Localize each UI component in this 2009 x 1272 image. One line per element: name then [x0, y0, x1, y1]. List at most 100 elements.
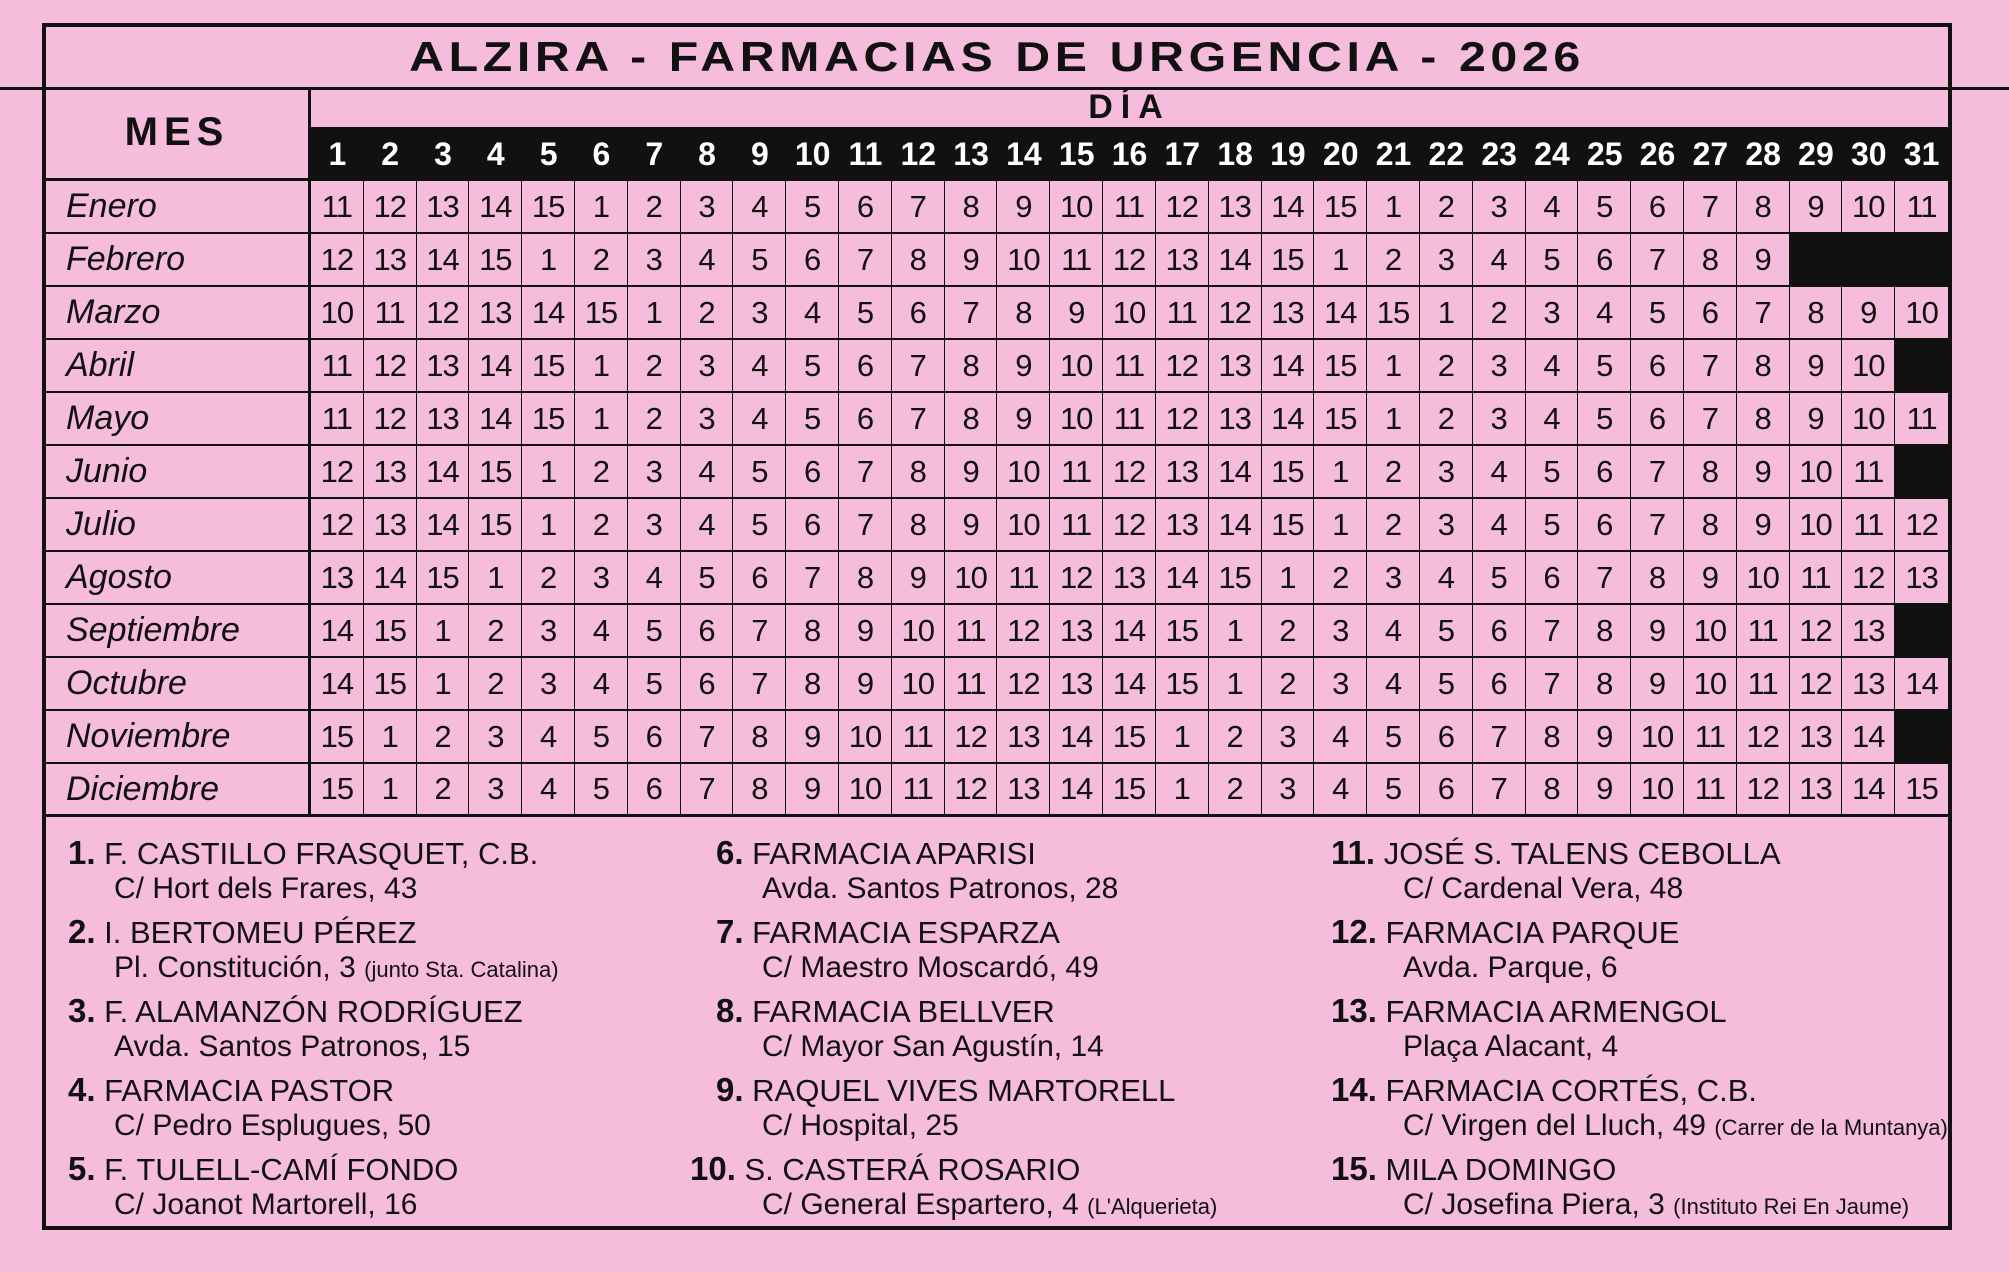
day-number: 10: [794, 135, 831, 172]
pharmacy-number-cell: 10: [1050, 393, 1104, 444]
pharmacy-number-cell: 9: [1790, 393, 1843, 444]
pharmacy-number-cell: 5: [733, 234, 787, 285]
calendar-card: ALZIRA - FARMACIAS DE URGENCIA - 2026 ME…: [0, 23, 2009, 1230]
pharmacy-number-cell: 2: [1367, 446, 1420, 497]
pharmacy-number-cell: 2: [417, 764, 470, 814]
pharmacy-number-cell: 14: [1262, 340, 1315, 391]
pharmacy-number-cell: 7: [1473, 711, 1526, 762]
pharmacy-number: 6.: [716, 834, 744, 871]
pharmacy-number-cell: 9: [997, 181, 1051, 232]
pharmacy-number-cell: 2: [1314, 552, 1368, 603]
pharmacy-number-cell: 7: [839, 499, 892, 550]
pharmacy-number-cell: 3: [1314, 605, 1368, 656]
pharmacy-number-cell: 15: [1314, 181, 1368, 232]
pharmacy-number-cell: 11: [1842, 499, 1896, 550]
pharmacy-number-cell: 1: [1367, 393, 1420, 444]
pharmacy-number-cell: 13: [1905, 559, 1938, 595]
pharmacy-number-cell: 5: [839, 287, 892, 338]
pharmacy-name-line: 2. I. BERTOMEU PÉREZ: [68, 913, 559, 951]
pharmacy-number-cell: 2: [1367, 234, 1420, 285]
pharmacy-number-cell: 1: [1420, 287, 1473, 338]
pharmacy-number-cell: 9: [997, 393, 1051, 444]
month-row: Agosto 13 14 15 1 2 3 4 5 6 7 8 9 10 11 12 13 14 15 1 2 3 4 5 6 7…: [46, 552, 1948, 605]
pharmacy-number-cell: 5: [1526, 234, 1579, 285]
pharmacy-address: C/ Virgen del Lluch, 49: [1403, 1109, 1706, 1142]
month-row: Enero 11 12 13 14 15 1 2 3 4 5 6 7 8 9 10 11 12 13 14 15 1 2 3 4…: [46, 181, 1948, 234]
pharmacy-entry: 9. RAQUEL VIVES MARTORELL C/ Hospital, 25: [716, 1071, 1217, 1150]
pharmacy-number-cell: 10: [1050, 181, 1104, 232]
pharmacy-address-line: Plaça Alacant, 4: [1357, 1030, 1948, 1064]
pharmacy-number-cell: 10: [1842, 393, 1896, 444]
pharmacy-number-cell: 4: [1526, 181, 1579, 232]
nonexistent-day-cell: [1895, 446, 1948, 497]
pharmacy-name-line: 13. FARMACIA ARMENGOL: [1331, 992, 1948, 1030]
pharmacy-number: 9.: [716, 1071, 744, 1108]
pharmacy-number-cell: 3: [628, 499, 681, 550]
pharmacy-number-cell: 9: [1631, 605, 1684, 656]
pharmacy-number: 5.: [68, 1150, 96, 1187]
pharmacy-number-cell: 14: [311, 605, 364, 656]
pharmacy-address-note: (L'Alquerieta): [1087, 1194, 1218, 1219]
pharmacy-number-cell: 4: [733, 393, 787, 444]
pharmacy-number-cell: 8: [733, 764, 787, 814]
pharmacy-number-cell: 6: [786, 499, 840, 550]
pharmacy-number-cell: 2: [628, 393, 681, 444]
pharmacy-number-cell: 15: [1156, 658, 1209, 709]
pharmacy-name: F. TULELL-CAMÍ FONDO: [104, 1152, 459, 1187]
pharmacy-number-cell: 11: [311, 181, 364, 232]
pharmacy-number-cell: 6: [733, 552, 787, 603]
pharmacy-number-cell: 4: [1367, 658, 1420, 709]
pharmacy-number-cell: 11: [311, 340, 364, 391]
pharmacy-number-cell: 5: [733, 499, 787, 550]
pharmacy-number-cell: 14: [1842, 711, 1896, 762]
pharmacy-number-cell: 8: [786, 658, 840, 709]
pharmacy-number-cell: 6: [1578, 499, 1632, 550]
pharmacy-number-cell: 6: [628, 764, 681, 814]
pharmacy-number-cell: 8: [1737, 340, 1790, 391]
pharmacy-number-cell: 14: [1209, 499, 1262, 550]
pharmacy-number-cell: 7: [1526, 605, 1579, 656]
day-number: 11: [848, 135, 883, 172]
pharmacy-number-cell: 9: [786, 711, 840, 762]
pharmacy-number-cell: 7: [892, 340, 945, 391]
pharmacy-number-cell: 9: [945, 234, 998, 285]
pharmacy-number-cell: 15: [364, 658, 417, 709]
pharmacy-name: F. CASTILLO FRASQUET, C.B.: [104, 836, 539, 871]
pharmacy-number-cell: 8: [1578, 605, 1632, 656]
pharmacy-number-cell: 13: [364, 446, 417, 497]
pharmacy-number-cell: 5: [1631, 287, 1684, 338]
pharmacy-number-cell: 14: [469, 393, 523, 444]
pharmacy-number-cell: 8: [1684, 234, 1737, 285]
day-number: 12: [900, 135, 937, 172]
pharmacy-number-cell: 9: [1790, 340, 1843, 391]
pharmacy-number-cell: 7: [1578, 552, 1632, 603]
pharmacy-entry: 4. FARMACIA PASTOR C/ Pedro Esplugues, 50: [68, 1071, 559, 1150]
pharmacy-name: RAQUEL VIVES MARTORELL: [752, 1073, 1176, 1108]
pharmacy-number-cell: 3: [1526, 287, 1579, 338]
pharmacy-address: Pl. Constitución, 3: [114, 951, 356, 984]
day-number-header-row: 1 2 3 4 5 6 7 8 9 10 11 12 13 14 15 16 17 18 19 20 21 22 23 24 2…: [311, 127, 1948, 181]
pharmacy-address-note: (Instituto Rei En Jaume): [1673, 1194, 1910, 1219]
pharmacy-address: Avda. Santos Patronos, 15: [114, 1030, 471, 1063]
pharmacy-number-cell: 12: [1156, 181, 1209, 232]
pharmacy-number-cell: 7: [1631, 234, 1684, 285]
pharmacy-number-cell: 11: [1156, 287, 1209, 338]
pharmacy-number-cell: 1: [1314, 446, 1368, 497]
pharmacy-number-cell: 14: [1156, 552, 1209, 603]
pharmacy-number-cell: 12: [1737, 764, 1790, 814]
day-number: 19: [1270, 135, 1306, 172]
pharmacy-number-cell: 7: [733, 658, 787, 709]
day-number: 27: [1692, 135, 1729, 172]
pharmacy-number-cell: 1: [1314, 234, 1368, 285]
pharmacy-number-cell: 8: [786, 605, 840, 656]
pharmacy-name: FARMACIA PARQUE: [1385, 915, 1680, 950]
pharmacy-number-cell: 7: [1684, 181, 1737, 232]
pharmacy-name-line: 8. FARMACIA BELLVER: [716, 992, 1217, 1030]
pharmacy-number-cell: 4: [733, 181, 787, 232]
pharmacy-number-cell: 2: [1420, 181, 1473, 232]
pharmacy-legend: 1. F. CASTILLO FRASQUET, C.B. C/ Hort del…: [46, 820, 1948, 1226]
pharmacy-number: 11.: [1331, 834, 1376, 871]
pharmacy-number-cell: 5: [786, 181, 840, 232]
pharmacy-number: 4.: [68, 1071, 96, 1108]
pharmacy-number-cell: 10: [1050, 340, 1104, 391]
